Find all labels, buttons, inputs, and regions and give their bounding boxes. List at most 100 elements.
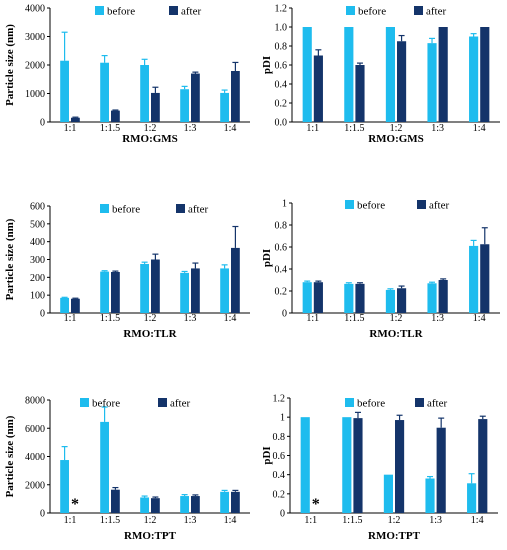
y-tick-label: 8000 (25, 396, 45, 407)
chart-panel-5: 0 2000 4000 6000 8000 1:1 1:1.5 1:2 1:3 1:4 * RMO:T… (4, 396, 250, 542)
x-tick-label: 1:1 (304, 515, 317, 526)
legend-swatch-after (158, 398, 167, 407)
y-axis-label: pDI (261, 249, 273, 267)
bar-after-1:1.5 (355, 283, 365, 313)
y-tick-label: 0.4 (273, 470, 286, 481)
x-axis-label: RMO:TLR (123, 328, 177, 340)
bar-after-1:4 (480, 244, 490, 313)
bar-after-1:3 (191, 496, 200, 513)
x-tick-label: 1:1.5 (344, 313, 364, 324)
x-tick-label: 1:2 (388, 515, 401, 526)
bar-before-1:1.5 (100, 62, 109, 122)
bar-after-1:2 (397, 41, 407, 122)
x-tick-label: 1:2 (144, 123, 157, 134)
bar-after-1:2 (397, 288, 407, 313)
y-tick-label: 0.6 (273, 451, 286, 462)
bar-after-1:4 (231, 247, 240, 313)
chart-panel-6: 0 0.2 0.4 0.6 0.8 1 1.2 1:1 1:1.5 1:2 1:3 1:4 * RMO:T… (261, 394, 498, 542)
y-tick-label: 2000 (25, 480, 45, 491)
bar-before-1:4 (220, 491, 229, 513)
bar-after-1:2 (151, 259, 160, 313)
y-axis-label: Particle size (nm) (4, 415, 16, 497)
y-tick-label: 0.2 (273, 489, 286, 500)
bar-before-1:3 (180, 272, 189, 313)
x-axis-label: RMO:TPT (124, 530, 177, 542)
y-tick-label: 1.0 (275, 23, 288, 34)
y-tick-label: 0.2 (275, 287, 288, 298)
y-tick-label: 100 (30, 291, 45, 302)
y-tick-label: 0 (40, 309, 45, 320)
x-tick-label: 1:4 (224, 123, 237, 134)
y-tick-label: 6000 (25, 424, 45, 435)
y-axis-label: Particle size (nm) (4, 24, 16, 106)
y-tick-label: 300 (30, 255, 45, 266)
x-tick-label: 1:4 (224, 515, 237, 526)
bar-before-1:2 (140, 497, 149, 513)
x-tick-label: 1:2 (390, 313, 403, 324)
x-tick-label: 1:2 (144, 313, 157, 324)
x-tick-label: 1:1.5 (100, 313, 120, 324)
bar-before-1:3 (427, 43, 437, 122)
bar-after-1:1 (71, 298, 80, 313)
bar-before-1:3 (180, 496, 189, 513)
bar-before-1:4 (469, 245, 479, 313)
legend-label-before: before (358, 6, 386, 18)
y-tick-label: 0.8 (273, 432, 286, 443)
legend-label-before: before (357, 398, 385, 410)
y-tick-label: 1 (280, 413, 285, 424)
legend-label-after: after (170, 398, 190, 410)
y-tick-label: 1.2 (275, 4, 288, 15)
legend-swatch-before (346, 6, 355, 15)
bar-before-1:2 (385, 289, 395, 313)
x-tick-label: 1:3 (431, 123, 444, 134)
legend-label-after: after (427, 398, 447, 410)
x-tick-label: 1:2 (390, 123, 403, 134)
x-tick-label: 1:3 (184, 515, 197, 526)
bar-before-1:1.5 (344, 283, 354, 313)
bar-before-1:4 (220, 92, 229, 122)
bar-after-1:3 (191, 73, 200, 122)
y-tick-label: 0.6 (275, 61, 288, 72)
legend-label-after: after (426, 6, 446, 18)
x-axis-label: RMO:GMS (122, 133, 178, 145)
x-tick-label: 1:3 (184, 123, 197, 134)
x-tick-label: 1:4 (224, 313, 237, 324)
bar-after-1:4 (231, 70, 240, 122)
y-tick-label: 200 (30, 273, 45, 284)
bar-after-1:1.5 (353, 418, 363, 513)
bar-before-1:1.5 (344, 27, 354, 122)
y-tick-label: 1.2 (273, 394, 286, 405)
legend-label-before: before (92, 398, 120, 410)
legend-swatch-after (417, 200, 426, 209)
bar-before-1:1 (60, 60, 69, 122)
bar-before-1:2 (140, 65, 149, 122)
x-axis-label: RMO:TPT (368, 530, 421, 542)
chart-panel-3: 0 100 200 300 400 500 600 1:1 1:1.5 1:2 1:3 1:4 RMO:… (4, 202, 250, 340)
y-axis-label: Particle size (nm) (4, 218, 16, 300)
annotation-asterisk: * (71, 496, 79, 513)
x-tick-label: 1:1.5 (344, 123, 364, 134)
legend-swatch-before (345, 398, 354, 407)
bar-after-1:3 (438, 27, 448, 122)
y-tick-label: 2000 (25, 61, 45, 72)
bar-after-1:2 (151, 92, 160, 122)
y-tick-label: 0.6 (275, 243, 288, 254)
bar-after-1:1 (71, 117, 80, 122)
y-tick-label: 0 (40, 118, 45, 129)
bar-after-1:4 (231, 491, 240, 513)
legend-label-after: after (188, 204, 208, 216)
x-tick-label: 1:2 (144, 515, 157, 526)
x-tick-label: 1:1 (64, 515, 77, 526)
legend-label-after: after (181, 6, 201, 18)
y-tick-label: 1000 (25, 89, 45, 100)
bar-before-1:3 (180, 89, 189, 122)
bar-after-1:1.5 (111, 271, 120, 313)
x-tick-label: 1:4 (473, 123, 486, 134)
bar-before-1:1.5 (100, 421, 109, 513)
bar-before-1:4 (220, 268, 229, 313)
bar-after-1:3 (436, 427, 446, 513)
legend-swatch-before (100, 204, 109, 213)
x-tick-label: 1:3 (429, 515, 442, 526)
x-tick-label: 1:3 (184, 313, 197, 324)
x-tick-label: 1:1.5 (100, 123, 120, 134)
